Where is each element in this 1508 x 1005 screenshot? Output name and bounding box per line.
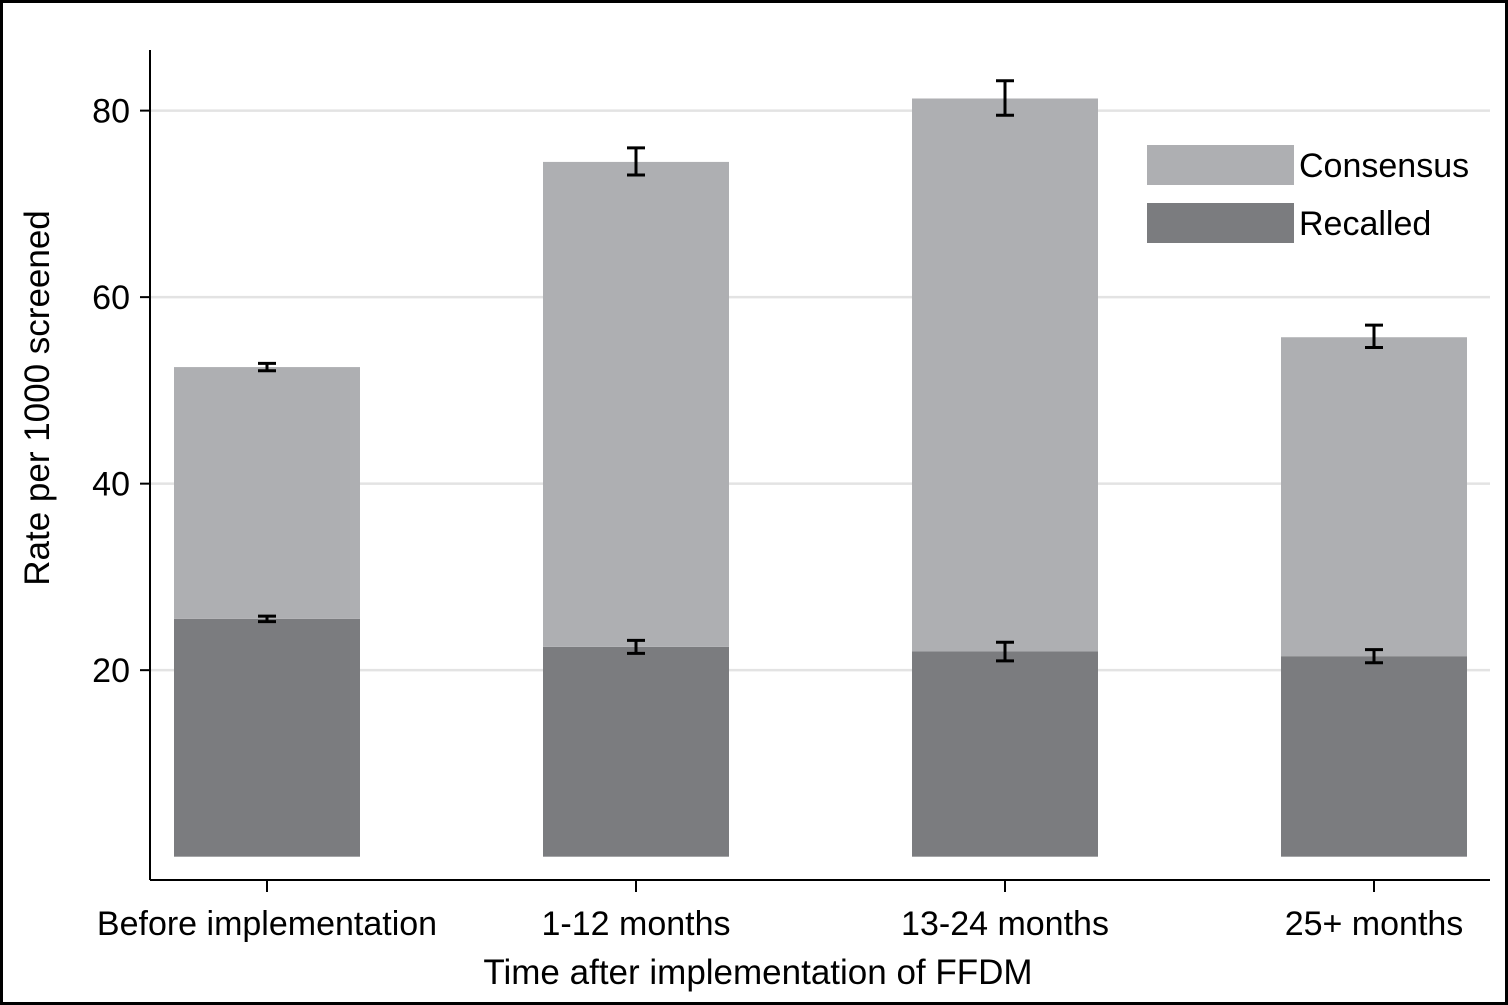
- y-axis-title: Rate per 1000 screened: [18, 210, 57, 586]
- bar-recalled-1: [543, 646, 729, 857]
- legend-swatch-recalled: [1147, 203, 1294, 243]
- error-bar-recalled-0: [258, 614, 276, 624]
- error-bar-recalled-1: [627, 638, 645, 655]
- bar-recalled-0: [174, 618, 360, 857]
- x-tick-label-1: 1-12 months: [542, 905, 731, 943]
- x-axis-title: Time after implementation of FFDM: [483, 953, 1032, 992]
- bars: [174, 98, 1467, 857]
- error-bar-recalled-2: [996, 640, 1014, 663]
- x-tick-label-0: Before implementation: [97, 905, 437, 943]
- legend-label-recalled: Recalled: [1299, 205, 1431, 243]
- bar-recalled-3: [1281, 656, 1467, 857]
- error-bar-recalled-3: [1365, 648, 1383, 665]
- bar-consensus-3: [1281, 337, 1467, 657]
- bar-consensus-2: [912, 98, 1098, 652]
- error-bars: [258, 79, 1383, 665]
- y-tick-label-40: 40: [92, 466, 130, 504]
- axes: 20 40 60 80 Before implementation 1-12 months…: [92, 50, 1490, 943]
- legend: Consensus Recalled: [1147, 145, 1469, 243]
- x-tick-label-3: 25+ months: [1285, 905, 1464, 943]
- y-tick-label-80: 80: [92, 93, 130, 131]
- legend-label-consensus: Consensus: [1299, 147, 1469, 185]
- error-bar-consensus-0: [258, 361, 276, 373]
- error-bar-consensus-1: [627, 146, 645, 177]
- error-bar-consensus-3: [1365, 323, 1383, 349]
- bar-recalled-2: [912, 651, 1098, 857]
- gridlines: [150, 109, 1490, 672]
- legend-swatch-consensus: [1147, 145, 1294, 185]
- y-tick-label-20: 20: [92, 652, 130, 690]
- y-tick-label-60: 60: [92, 279, 130, 317]
- error-bar-consensus-2: [996, 79, 1014, 117]
- x-tick-label-2: 13-24 months: [901, 905, 1109, 943]
- bar-consensus-0: [174, 367, 360, 619]
- bar-consensus-1: [543, 161, 729, 647]
